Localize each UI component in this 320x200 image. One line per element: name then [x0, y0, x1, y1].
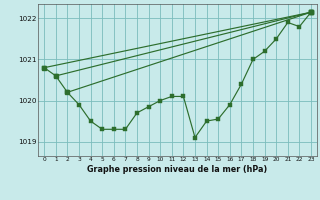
X-axis label: Graphe pression niveau de la mer (hPa): Graphe pression niveau de la mer (hPa): [87, 165, 268, 174]
